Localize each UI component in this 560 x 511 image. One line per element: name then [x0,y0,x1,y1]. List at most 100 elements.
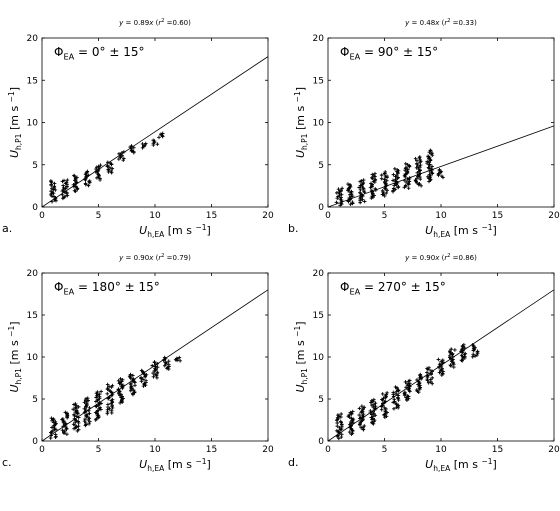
data-point [109,408,114,413]
y-tick-label: 0 [318,437,324,447]
data-point [110,166,115,171]
data-point [414,388,419,392]
data-point [359,425,363,430]
data-point [110,397,115,402]
data-point [72,412,76,417]
data-point [440,371,445,376]
data-point [65,193,70,198]
data-point [348,410,353,415]
data-point [382,406,387,410]
data-point [51,417,56,421]
data-point [76,427,81,432]
data-point [362,199,367,204]
data-point [350,194,355,198]
data-point [426,380,431,385]
data-point [413,156,418,161]
data-point [350,409,355,414]
data-point [416,167,421,171]
x-tick-label: 5 [96,211,102,221]
data-point [403,172,408,176]
data-point [84,396,88,401]
data-point [430,376,435,380]
chart-title: y = 0.90x (r2 =0.79) [118,253,191,262]
data-point [132,145,136,150]
data-point [373,401,378,405]
y-axis-label: Uh,P1 [m s −1] [293,321,309,392]
x-tick-label: 20 [548,445,560,455]
data-point [109,169,114,173]
data-point [350,200,355,204]
data-point [396,175,400,180]
data-point [49,189,53,193]
data-point [370,403,374,408]
y-tick-label: 10 [313,353,325,363]
data-point [396,185,401,189]
x-tick-label: 5 [96,445,102,455]
data-point [396,395,400,400]
data-point [144,378,148,383]
data-point [369,181,373,186]
data-point [416,164,420,168]
data-point [391,172,396,177]
data-point [440,174,444,178]
data-point [76,424,81,428]
data-point [105,382,110,387]
data-point [131,388,136,392]
data-point [87,179,92,183]
data-point [346,182,350,186]
data-point [372,418,377,422]
data-point [122,156,126,161]
data-point [436,357,441,362]
data-point [72,174,77,179]
data-point [349,189,354,194]
panel-a: y = 0.89x (r2 =0.60) 0 5 10 15 20 0 5 10 15 20 ΦEA … [2,18,274,239]
x-tick-label: 15 [206,445,217,455]
data-point [98,405,102,410]
data-point [74,403,79,408]
chart-title: y = 0.89x (r2 =0.60) [118,18,191,27]
data-point [72,173,76,178]
x-tick-label: 10 [149,445,161,455]
data-point [97,392,102,397]
data-point [61,183,65,188]
data-point [157,135,161,140]
data-point [430,151,434,156]
data-point [391,186,396,191]
data-point [360,197,365,202]
data-point [379,176,384,181]
fit-line [42,56,268,207]
data-point [106,402,110,407]
data-point [392,397,397,402]
data-point [159,132,163,136]
data-point [53,188,58,192]
data-point [403,161,408,166]
data-point [369,400,373,405]
data-point [60,428,65,433]
data-point [339,432,344,437]
data-point [459,353,464,358]
data-point [116,378,121,383]
data-point [369,398,374,403]
data-point [430,164,434,169]
y-tick-label: 5 [318,161,324,171]
data-point [426,154,430,158]
y-axis-label: Uh,P1 [m s −1] [7,87,23,158]
data-point [405,169,410,173]
data-point [384,392,389,397]
data-point [175,356,179,361]
data-point [428,175,432,180]
data-point [141,384,146,388]
fit-line [42,289,268,441]
data-point [348,183,352,187]
data-point [163,360,168,365]
data-point [98,163,103,168]
data-points [334,148,445,207]
y-axis-label: Uh,P1 [m s −1] [7,321,23,392]
y-tick-label: 0 [32,437,38,447]
data-point [475,353,479,357]
data-point [336,436,341,441]
data-point [428,177,433,182]
data-point [369,196,374,200]
data-point [418,372,423,377]
